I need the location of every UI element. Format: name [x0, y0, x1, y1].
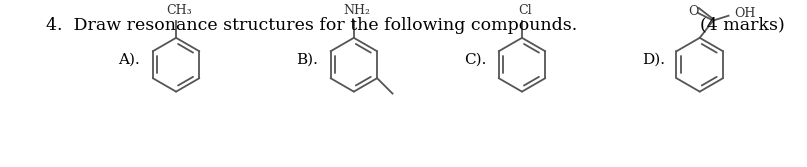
Text: NH₂: NH₂ [343, 4, 370, 17]
Text: OH: OH [734, 7, 755, 20]
Text: B).: B). [296, 53, 318, 67]
Text: O: O [688, 5, 698, 18]
Text: (4 marks): (4 marks) [700, 17, 784, 34]
Text: CH₃: CH₃ [166, 4, 192, 17]
Text: D).: D). [642, 53, 665, 67]
Text: C).: C). [464, 53, 487, 67]
Text: A).: A). [119, 53, 140, 67]
Text: 4.  Draw resonance structures for the following compounds.: 4. Draw resonance structures for the fol… [46, 17, 578, 34]
Text: Cl: Cl [518, 4, 532, 17]
